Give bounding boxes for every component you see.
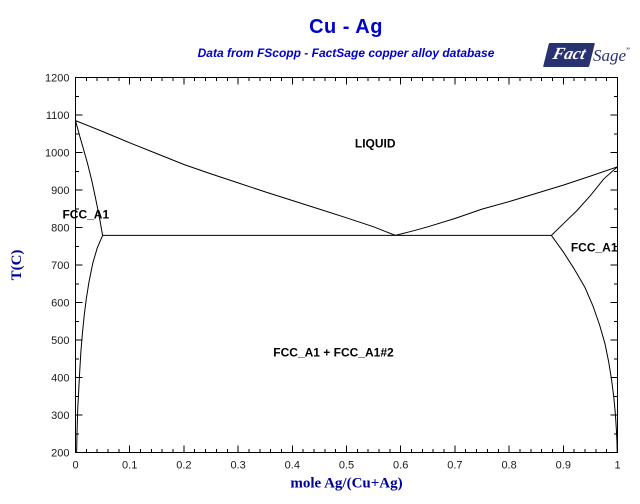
x-axis-tick-label: 1 xyxy=(614,460,620,472)
phase-boundary-solidus-Cu-side xyxy=(75,120,104,236)
x-axis-tick-label: 0.8 xyxy=(501,460,516,472)
factsage-logo-sage-text: Sage xyxy=(592,45,626,65)
y-axis-label: T(C) xyxy=(9,250,25,281)
y-axis-tick-label: 900 xyxy=(51,185,69,197)
y-axis-tick-label: 700 xyxy=(51,260,69,272)
plot-border xyxy=(75,77,618,453)
y-axis-tick-label: 1000 xyxy=(45,148,69,160)
y-axis-tick-label: 600 xyxy=(51,298,69,310)
phase-boundary-solidus-Ag-side xyxy=(551,166,618,236)
y-axis-tick-label: 800 xyxy=(51,223,69,235)
y-axis-tick-label: 500 xyxy=(51,335,69,347)
region-label: LIQUID xyxy=(355,137,396,151)
phase-boundary-solvus-Ag-side xyxy=(550,235,618,453)
x-axis-tick-label: 0.7 xyxy=(447,460,462,472)
region-label: FCC_A1 xyxy=(62,207,109,221)
x-axis-label: mole Ag/(Cu+Ag) xyxy=(290,476,402,492)
phase-boundary-liquidus-Ag-side xyxy=(395,166,618,236)
y-axis-tick-label: 1100 xyxy=(46,110,70,122)
factsage-logo: Fact Sage” xyxy=(542,41,630,69)
x-axis-tick-label: 0.3 xyxy=(230,460,245,472)
x-axis-tick-label: 0.1 xyxy=(122,460,137,472)
chart-subtitle: Data from FScopp - FactSage copper alloy… xyxy=(197,46,495,60)
y-axis-tick-label: 300 xyxy=(51,410,69,422)
x-axis-tick-label: 0.5 xyxy=(339,460,354,472)
x-axis-tick-label: 0.2 xyxy=(176,460,191,472)
y-axis-tick-label: 400 xyxy=(51,373,69,385)
x-axis-tick-label: 0 xyxy=(72,460,78,472)
x-axis-tick-label: 0.6 xyxy=(393,460,408,472)
phase-boundary-solvus-Cu-side xyxy=(76,235,104,453)
region-label: FCC_A1 xyxy=(571,240,618,254)
phase-boundary-liquidus-Cu-side xyxy=(75,120,396,236)
region-label: FCC_A1 + FCC_A1#2 xyxy=(273,345,394,359)
x-axis-tick-label: 0.4 xyxy=(285,460,300,472)
y-axis-tick-label: 200 xyxy=(51,448,69,460)
y-axis-tick-label: 1200 xyxy=(45,73,69,85)
factsage-logo-trademark: ” xyxy=(626,46,630,56)
chart-title: Cu - Ag xyxy=(309,16,383,38)
x-axis-tick-label: 0.9 xyxy=(556,460,571,472)
